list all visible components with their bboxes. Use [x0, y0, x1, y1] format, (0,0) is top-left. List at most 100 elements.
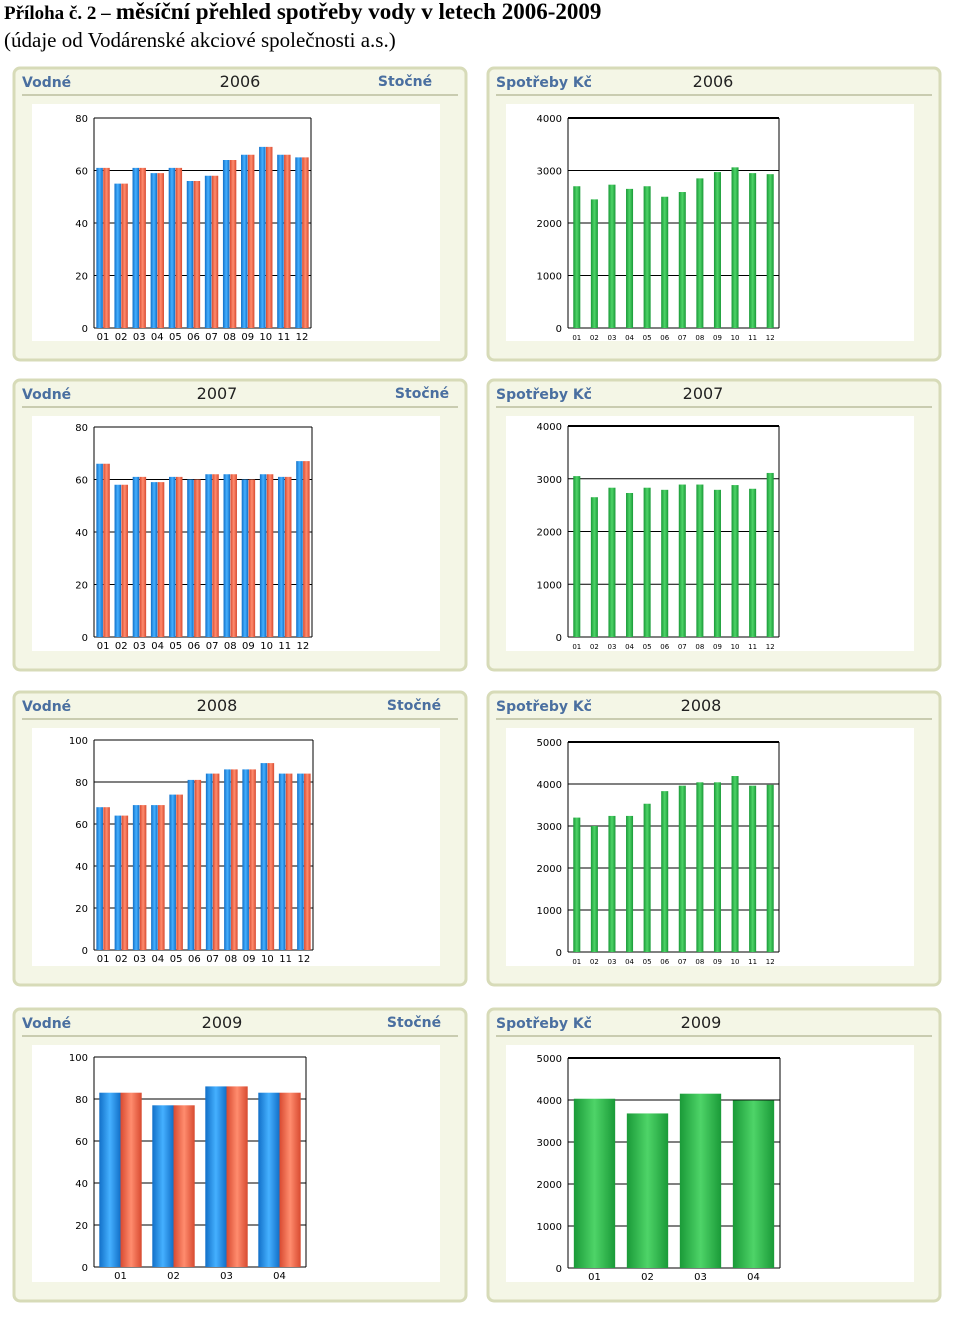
panel-year: 2006 [220, 72, 261, 91]
bar-vodne [152, 1105, 174, 1267]
bar-stocne [139, 805, 147, 950]
panel-left-label: Spotřeby Kč [496, 387, 592, 403]
y-tick-label: 0 [556, 324, 562, 335]
bar-vodne [258, 1092, 280, 1267]
y-tick-label: 0 [82, 633, 88, 644]
x-tick-label: 09 [713, 958, 722, 966]
bar-spotreby [678, 785, 686, 952]
y-tick-label: 4000 [537, 422, 562, 433]
x-tick-label: 03 [133, 332, 146, 343]
y-tick-label: 3000 [537, 1138, 562, 1149]
x-tick-label: 06 [660, 643, 669, 651]
x-tick-label: 07 [206, 641, 219, 652]
x-tick-label: 04 [747, 1272, 760, 1283]
page-title: Příloha č. 2 – měsíční přehled spotřeby … [4, 0, 601, 26]
bar-stocne [302, 157, 309, 328]
bar-stocne [303, 461, 310, 637]
x-tick-label: 11 [748, 334, 757, 342]
x-tick-label: 11 [748, 958, 757, 966]
bar-spotreby [661, 489, 669, 637]
bar-stocne [173, 1105, 195, 1267]
panel-right-label: Stočné [378, 74, 432, 90]
bar-stocne [231, 769, 238, 950]
bar-spotreby [590, 497, 598, 637]
y-tick-label: 80 [75, 778, 88, 789]
panel-left-label: Spotřeby Kč [496, 1016, 592, 1032]
chart-panel-spotreby-2008: Spotřeby Kč 2008 0 1000 2000 3000 4000 5000 01 02… [486, 690, 942, 987]
bar-spotreby [573, 1098, 616, 1268]
bar-spotreby [573, 186, 581, 328]
page-subtitle: (údaje od Vodárenské akciové společnosti… [4, 28, 396, 52]
bar-vodne [96, 807, 103, 950]
bar-spotreby [731, 167, 739, 328]
x-tick-label: 11 [278, 641, 291, 652]
panel-left-label: Vodné [22, 1016, 71, 1032]
x-tick-label: 01 [97, 332, 110, 343]
bar-stocne [279, 1092, 301, 1267]
bar-vodne [99, 1092, 121, 1267]
x-tick-label: 05 [643, 643, 652, 651]
bar-spotreby [696, 484, 704, 637]
bar-vodne [96, 463, 103, 637]
y-tick-label: 20 [75, 1221, 88, 1232]
bar-spotreby [626, 188, 634, 328]
panel-year: 2006 [693, 72, 734, 91]
bar-spotreby [766, 174, 774, 328]
bar-stocne [284, 154, 291, 328]
bar-stocne [194, 479, 201, 637]
x-tick-label: 01 [97, 954, 110, 965]
bar-stocne [304, 773, 311, 950]
bar-spotreby [643, 186, 651, 328]
y-tick-label: 2000 [537, 219, 562, 230]
y-tick-label: 20 [75, 904, 88, 915]
bar-vodne [241, 479, 249, 637]
y-tick-label: 3000 [537, 822, 562, 833]
bar-spotreby [608, 487, 616, 637]
x-tick-label: 01 [572, 958, 581, 966]
bar-vodne [277, 154, 284, 328]
x-tick-label: 03 [607, 958, 616, 966]
x-tick-label: 10 [731, 958, 740, 966]
x-tick-label: 09 [243, 954, 256, 965]
y-tick-label: 40 [75, 862, 88, 873]
y-tick-label: 20 [75, 272, 88, 283]
bar-stocne [230, 474, 237, 637]
y-tick-label: 40 [75, 1179, 88, 1190]
bar-vodne [96, 167, 103, 328]
x-tick-label: 05 [643, 334, 652, 342]
x-tick-label: 11 [279, 954, 292, 965]
x-tick-label: 04 [151, 332, 164, 343]
x-tick-label: 02 [115, 332, 128, 343]
bar-spotreby [678, 192, 686, 328]
bar-stocne [226, 1086, 248, 1267]
panel-year: 2009 [681, 1013, 722, 1032]
bar-spotreby [713, 782, 721, 952]
bar-vodne [169, 476, 176, 637]
y-tick-label: 20 [75, 581, 88, 592]
chart-panel-spotreby-2006: Spotřeby Kč 2006 0 1000 2000 3000 4000 01 02 03 04… [486, 66, 942, 362]
bar-stocne [175, 167, 183, 328]
x-tick-label: 08 [223, 332, 236, 343]
x-tick-label: 03 [133, 954, 146, 965]
bar-spotreby [608, 184, 616, 328]
x-tick-label: 01 [572, 643, 581, 651]
y-tick-label: 100 [69, 1053, 88, 1064]
x-tick-label: 04 [625, 334, 634, 342]
y-tick-label: 60 [75, 476, 88, 487]
x-tick-label: 04 [273, 1271, 286, 1282]
x-tick-label: 09 [242, 641, 255, 652]
x-tick-label: 06 [188, 641, 201, 652]
panel-left-label: Vodné [22, 387, 71, 403]
bar-spotreby [573, 476, 581, 637]
x-tick-label: 05 [643, 958, 652, 966]
x-tick-label: 01 [97, 641, 110, 652]
x-tick-label: 12 [766, 958, 775, 966]
x-tick-label: 08 [695, 334, 704, 342]
chart-panel-spotreby-2007: Spotřeby Kč 2007 0 1000 2000 3000 4000 01 02 03 04… [486, 378, 942, 672]
x-tick-label: 02 [641, 1272, 654, 1283]
x-tick-label: 03 [607, 334, 616, 342]
x-tick-label: 07 [205, 332, 218, 343]
panel-left-label: Vodné [22, 75, 71, 91]
x-tick-label: 02 [115, 641, 128, 652]
bar-stocne [121, 815, 129, 950]
